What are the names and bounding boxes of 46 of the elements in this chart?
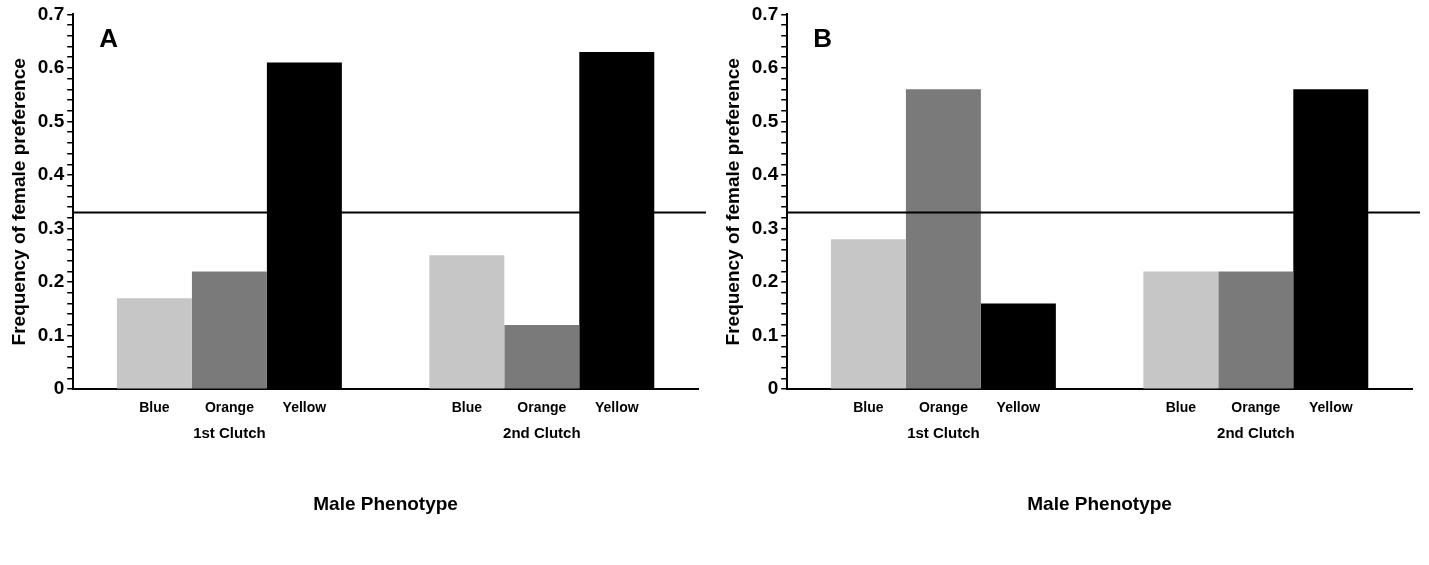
text: Blue <box>451 399 482 416</box>
y-tick-label: 0.4 <box>751 163 779 185</box>
series-label: Orange <box>204 399 255 416</box>
y-tick-label: 0.7 <box>37 2 65 24</box>
series-label: Orange <box>918 399 969 416</box>
x-axis-title: Male Phenotype <box>1027 492 1172 514</box>
chart-title: B <box>813 22 832 53</box>
series-label: Yellow <box>996 399 1041 416</box>
y-axis-title: Frequency of female preference <box>721 58 743 346</box>
y-tick-label: 0.7 <box>751 2 779 24</box>
y-axis-title: Frequency of female preference <box>7 58 29 346</box>
y-tick-label: 0.1 <box>37 323 65 345</box>
text: Yellow <box>1308 399 1353 416</box>
chart-title: A <box>99 22 119 53</box>
y-tick-label: 0.1 <box>751 323 779 345</box>
bar <box>830 239 906 389</box>
x-tick-label: 1st Clutch <box>907 424 980 442</box>
y-tick-label: 0.6 <box>751 56 779 78</box>
text: Orange <box>1231 399 1281 416</box>
series-label: Blue <box>853 399 884 416</box>
text: Orange <box>517 399 567 416</box>
text: Yellow <box>594 399 639 416</box>
bar <box>504 324 580 389</box>
bar <box>191 271 267 389</box>
y-tick-label: 0.4 <box>37 163 65 185</box>
series-label: Blue <box>139 399 170 416</box>
y-tick-label: 0.5 <box>37 109 65 131</box>
x-tick-label: 2nd Clutch <box>1217 424 1295 442</box>
text: Blue <box>1165 399 1196 416</box>
x-axis-title: Male Phenotype <box>313 492 458 514</box>
y-tick-label: 0.6 <box>37 56 65 78</box>
y-tick-label: 0.5 <box>751 109 779 131</box>
bar <box>116 298 192 389</box>
y-tick-label: 0 <box>53 377 65 399</box>
x-tick-label: 2nd Clutch <box>503 424 581 442</box>
bar <box>1143 271 1219 389</box>
bar <box>905 89 981 389</box>
y-tick-label: 0.3 <box>37 216 65 238</box>
bar <box>1218 271 1294 389</box>
bar <box>429 255 505 389</box>
y-tick-label: 0.3 <box>751 216 779 238</box>
y-tick-label: 0.2 <box>37 270 65 292</box>
x-tick-label: 1st Clutch <box>193 424 266 442</box>
y-tick-label: 0 <box>767 377 779 399</box>
series-label: Yellow <box>282 399 327 416</box>
y-tick-label: 0.2 <box>751 270 779 292</box>
